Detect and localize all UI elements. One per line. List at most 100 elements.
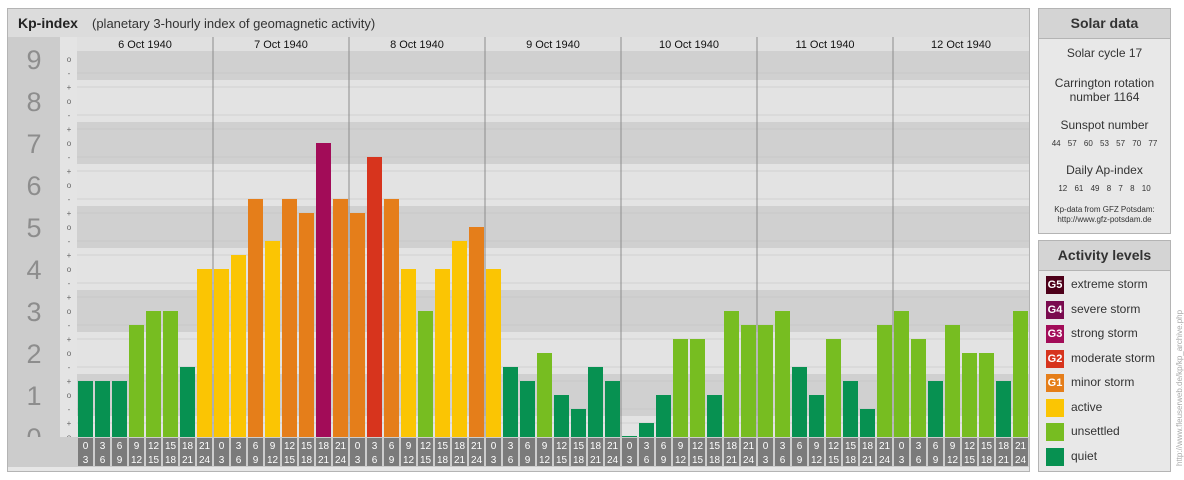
kp-band	[77, 51, 1029, 80]
interval-end-label: 6	[916, 455, 922, 466]
interval-start-label: 15	[573, 441, 585, 452]
interval-cell	[367, 438, 382, 466]
interval-start-label: 9	[406, 441, 412, 452]
interval-start-label: 3	[100, 441, 106, 452]
legend-label: extreme storm	[1071, 277, 1148, 291]
interval-cell	[605, 438, 620, 466]
y-tick-label: 8	[26, 87, 41, 117]
interval-start-label: 21	[607, 441, 619, 452]
interval-end-label: 24	[1015, 455, 1027, 466]
y-minor-label: o	[67, 265, 72, 274]
y-axis-column	[8, 37, 60, 437]
interval-cell	[452, 438, 467, 466]
solar-data-panel: Solar data Solar cycle 17 Carrington rot…	[1038, 8, 1171, 234]
y-minor-label: o	[67, 181, 72, 190]
kp-bar	[571, 408, 586, 437]
activity-levels-panel: Activity levels G5 extreme storm G4 severe …	[1038, 240, 1171, 472]
y-minor-label: o	[67, 223, 72, 232]
interval-end-label: 12	[675, 455, 687, 466]
interval-end-label: 3	[83, 455, 89, 466]
y-minor-label: -	[68, 405, 71, 414]
kp-bar	[112, 381, 127, 437]
interval-start-label: 9	[542, 441, 548, 452]
kp-bar	[1013, 311, 1028, 437]
y-minor-label: -	[68, 363, 71, 372]
data-source-label: Kp-data from GFZ Potsdam:	[1054, 205, 1155, 214]
interval-end-label: 12	[811, 455, 823, 466]
interval-start-label: 3	[508, 441, 514, 452]
solar-cycle: Solar cycle 17	[1066, 46, 1143, 60]
interval-end-label: 24	[199, 455, 211, 466]
interval-end-label: 6	[372, 455, 378, 466]
kp-bar	[435, 269, 450, 437]
kp-bar	[656, 395, 671, 437]
kp-bar	[639, 423, 654, 437]
interval-start-label: 6	[661, 441, 667, 452]
legend-label: severe storm	[1071, 301, 1141, 316]
kp-bar	[214, 269, 229, 437]
y-minor-label: -	[68, 195, 71, 204]
interval-cell	[231, 438, 246, 466]
kp-bar	[826, 339, 841, 437]
interval-cell	[673, 438, 688, 466]
interval-end-label: 24	[879, 455, 891, 466]
interval-cell	[945, 438, 960, 466]
interval-cell	[962, 438, 977, 466]
kp-bar	[163, 311, 178, 437]
interval-start-label: 12	[964, 441, 976, 452]
interval-start-label: 0	[763, 441, 769, 452]
interval-end-label: 21	[862, 455, 874, 466]
interval-start-label: 15	[981, 441, 993, 452]
interval-cell	[894, 438, 909, 466]
kp-band	[77, 80, 1029, 122]
interval-end-label: 9	[525, 455, 531, 466]
y-minor-label: -	[68, 279, 71, 288]
interval-start-label: 3	[780, 441, 786, 452]
interval-end-label: 21	[998, 455, 1010, 466]
y-minor-label: o	[67, 139, 72, 148]
date-header-row	[77, 37, 1029, 51]
kp-bar	[962, 353, 977, 437]
interval-cell	[537, 438, 552, 466]
y-minor-label: o	[67, 307, 72, 316]
interval-start-label: 3	[372, 441, 378, 452]
y-minor-label: +	[67, 83, 72, 92]
interval-start-label: 9	[134, 441, 140, 452]
interval-start-label: 21	[199, 441, 211, 452]
interval-start-label: 18	[726, 441, 738, 452]
interval-start-label: 15	[301, 441, 313, 452]
interval-end-label: 15	[964, 455, 976, 466]
interval-end-label: 9	[253, 455, 259, 466]
interval-start-label: 12	[692, 441, 704, 452]
sunspot-values: 44 57 60 53 57 70 77	[1051, 139, 1158, 148]
interval-cell	[622, 438, 637, 466]
kp-bar	[248, 198, 263, 437]
interval-start-label: 12	[148, 441, 160, 452]
legend-swatch	[1046, 423, 1064, 441]
kp-bar	[588, 366, 603, 437]
interval-end-label: 12	[267, 455, 279, 466]
interval-cell	[690, 438, 705, 466]
interval-cell	[316, 438, 331, 466]
kp-bar	[333, 198, 348, 437]
interval-cell	[877, 438, 892, 466]
interval-cell	[418, 438, 433, 466]
ap-index-label: Daily Ap-index	[1066, 163, 1143, 177]
ap-index-values: 12 61 49 8 7 8 10	[1058, 184, 1151, 193]
interval-end-label: 18	[301, 455, 313, 466]
legend-swatch: G1	[1046, 374, 1064, 392]
kp-bar	[469, 227, 484, 437]
kp-bar	[911, 339, 926, 437]
legend-label: quiet	[1071, 448, 1098, 463]
interval-start-label: 15	[437, 441, 449, 452]
y-minor-label: +	[67, 335, 72, 344]
interval-end-label: 6	[644, 455, 650, 466]
interval-end-label: 12	[947, 455, 959, 466]
kp-bar	[452, 240, 467, 437]
y-tick-label: 4	[26, 255, 41, 285]
interval-start-label: 18	[862, 441, 874, 452]
y-minor-label: +	[67, 377, 72, 386]
interval-start-label: 6	[797, 441, 803, 452]
y-minor-label: -	[68, 69, 71, 78]
day-label: 6 Oct 1940	[118, 39, 172, 51]
